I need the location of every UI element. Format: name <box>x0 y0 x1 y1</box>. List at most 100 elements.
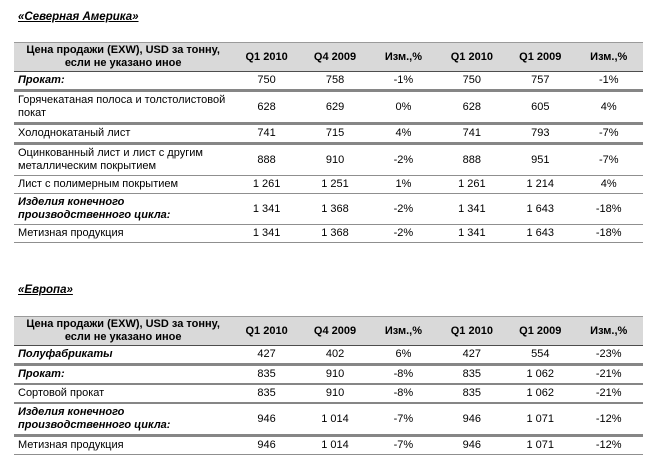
row-label: Лист с полимерным покрытием <box>14 175 233 194</box>
row-label: Горячекатаная полоса и толстолистовой по… <box>14 90 233 125</box>
cell-value: 741 <box>232 123 301 145</box>
cell-value: 750 <box>437 71 507 92</box>
table-row: Прокат: 835 910 -8% 835 1 062 -21% <box>14 364 643 385</box>
cell-value: -1% <box>369 71 438 92</box>
cell-value: 1 368 <box>300 193 370 225</box>
cell-value: 4% <box>574 90 643 125</box>
table-row: Прокат: 750 758 -1% 750 757 -1% <box>14 71 643 92</box>
cell-value: 888 <box>232 143 301 176</box>
cell-value: 1 214 <box>506 175 575 194</box>
cell-value: 946 <box>232 403 301 437</box>
cell-value: 715 <box>300 123 370 145</box>
cell-value: -7% <box>574 123 643 145</box>
cell-value: 1 062 <box>506 364 575 385</box>
row-label: Прокат: <box>14 364 233 385</box>
cell-value: -8% <box>369 384 438 404</box>
table-row: Метизная продукция 1 341 1 368 -2% 1 341… <box>14 224 643 243</box>
header-col-change-1: Изм.,% <box>369 42 438 72</box>
cell-value: 427 <box>437 345 507 366</box>
cell-value: 1 071 <box>506 435 575 455</box>
cell-value: 741 <box>437 123 507 145</box>
row-label: Оцинкованный лист и лист с другим металл… <box>14 143 233 176</box>
cell-value: 1 341 <box>232 224 301 243</box>
cell-value: 1 368 <box>300 224 370 243</box>
header-col-q1-2009: Q1 2009 <box>506 42 575 72</box>
row-label: Изделия конечного производственного цикл… <box>14 403 233 437</box>
row-label: Сортовой прокат <box>14 384 233 404</box>
header-col-q4-2009: Q4 2009 <box>300 316 370 346</box>
cell-value: 554 <box>506 345 575 366</box>
cell-value: 1 643 <box>506 193 575 225</box>
header-col-q4-2009: Q4 2009 <box>300 42 370 72</box>
cell-value: 1 341 <box>437 224 507 243</box>
cell-value: 1 251 <box>300 175 370 194</box>
cell-value: 793 <box>506 123 575 145</box>
cell-value: 750 <box>232 71 301 92</box>
cell-value: 1 014 <box>300 435 370 455</box>
header-col-change-2: Изм.,% <box>574 316 643 346</box>
price-table-north-america: Цена продажи (EXW), USD за тонну, если н… <box>14 42 643 243</box>
cell-value: 0% <box>369 90 438 125</box>
cell-value: -7% <box>574 143 643 176</box>
cell-value: 946 <box>437 403 507 437</box>
cell-value: -1% <box>574 71 643 92</box>
row-label: Полуфабрикаты <box>14 345 233 366</box>
cell-value: 946 <box>437 435 507 455</box>
cell-value: -2% <box>369 224 438 243</box>
cell-value: -8% <box>369 364 438 385</box>
header-row: Цена продажи (EXW), USD за тонну, если н… <box>14 316 643 346</box>
table-row: Лист с полимерным покрытием 1 261 1 251 … <box>14 175 643 194</box>
section-title-europe: «Европа» <box>18 284 73 296</box>
table-row: Холоднокатаный лист 741 715 4% 741 793 -… <box>14 123 643 145</box>
cell-value: 1 643 <box>506 224 575 243</box>
cell-value: 910 <box>300 143 370 176</box>
table-header: Цена продажи (EXW), USD за тонну, если н… <box>14 42 643 72</box>
row-label: Холоднокатаный лист <box>14 123 233 145</box>
row-label: Метизная продукция <box>14 435 233 455</box>
table-row: Горячекатаная полоса и толстолистовой по… <box>14 90 643 125</box>
header-price-label: Цена продажи (EXW), USD за тонну, если н… <box>14 316 233 346</box>
cell-value: 628 <box>232 90 301 125</box>
cell-value: -12% <box>574 435 643 455</box>
header-col-q1-2010: Q1 2010 <box>232 42 301 72</box>
cell-value: 910 <box>300 364 370 385</box>
cell-value: -23% <box>574 345 643 366</box>
table-row: Изделия конечного производственного цикл… <box>14 403 643 437</box>
price-table-europe: Цена продажи (EXW), USD за тонну, если н… <box>14 316 643 455</box>
cell-value: -18% <box>574 224 643 243</box>
cell-value: -12% <box>574 403 643 437</box>
table-header: Цена продажи (EXW), USD за тонну, если н… <box>14 316 643 346</box>
header-row: Цена продажи (EXW), USD за тонну, если н… <box>14 42 643 72</box>
header-col-q1-2010-yoy: Q1 2010 <box>437 42 507 72</box>
row-label: Прокат: <box>14 71 233 92</box>
cell-value: 6% <box>369 345 438 366</box>
cell-value: 605 <box>506 90 575 125</box>
cell-value: -21% <box>574 384 643 404</box>
header-col-q1-2009: Q1 2009 <box>506 316 575 346</box>
cell-value: -21% <box>574 364 643 385</box>
cell-value: 402 <box>300 345 370 366</box>
header-price-label: Цена продажи (EXW), USD за тонну, если н… <box>14 42 233 72</box>
cell-value: 1 014 <box>300 403 370 437</box>
cell-value: 427 <box>232 345 301 366</box>
cell-value: -7% <box>369 435 438 455</box>
cell-value: -2% <box>369 143 438 176</box>
header-col-change-2: Изм.,% <box>574 42 643 72</box>
cell-value: 835 <box>232 364 301 385</box>
cell-value: 1 261 <box>232 175 301 194</box>
cell-value: 1 261 <box>437 175 507 194</box>
cell-value: -18% <box>574 193 643 225</box>
cell-value: 4% <box>369 123 438 145</box>
row-label: Метизная продукция <box>14 224 233 243</box>
table-row: Метизная продукция 946 1 014 -7% 946 1 0… <box>14 435 643 455</box>
header-col-q1-2010: Q1 2010 <box>232 316 301 346</box>
cell-value: 4% <box>574 175 643 194</box>
cell-value: 835 <box>232 384 301 404</box>
cell-value: 888 <box>437 143 507 176</box>
cell-value: 757 <box>506 71 575 92</box>
cell-value: 758 <box>300 71 370 92</box>
cell-value: 629 <box>300 90 370 125</box>
row-label: Изделия конечного производственного цикл… <box>14 193 233 225</box>
cell-value: 951 <box>506 143 575 176</box>
